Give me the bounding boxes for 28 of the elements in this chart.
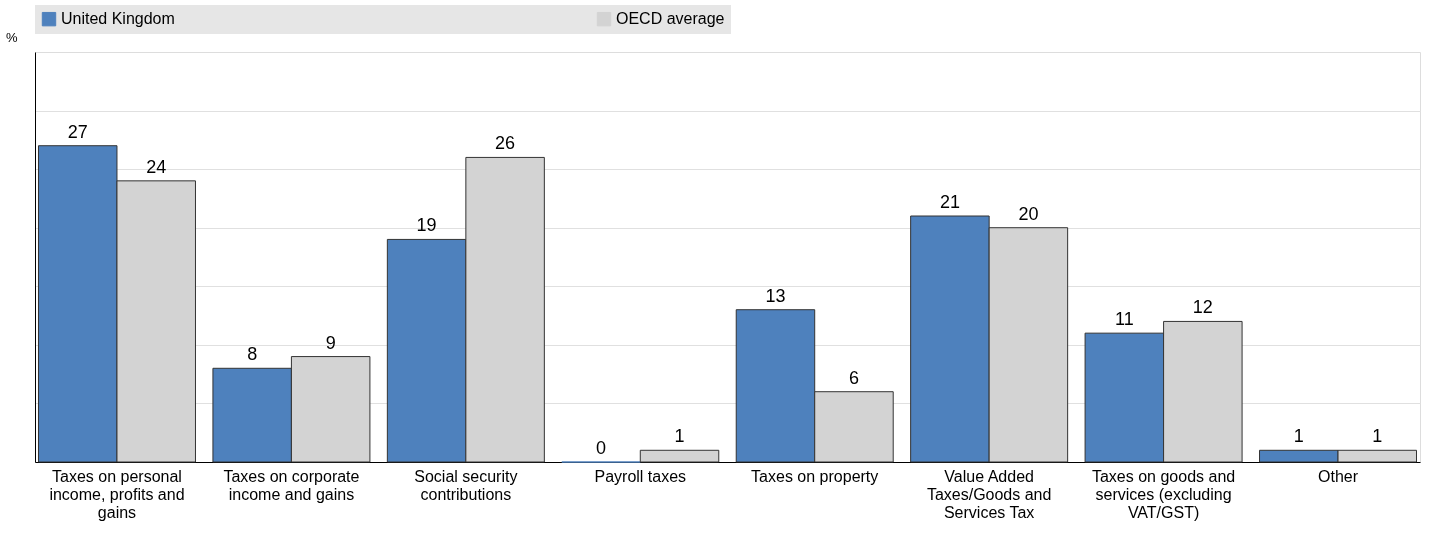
- bar: [639, 449, 720, 463]
- data-label: 26: [495, 133, 516, 154]
- data-label: 24: [146, 156, 167, 177]
- data-label: 6: [848, 367, 859, 388]
- data-label: 19: [416, 215, 437, 236]
- data-label: 8: [247, 344, 258, 365]
- data-label: 1: [674, 426, 685, 447]
- x-tick-label: Other: [1318, 467, 1359, 485]
- legend-label: United Kingdom: [61, 10, 175, 28]
- x-tick-label: Taxes on goods and services (excluding VAT/GST): [1091, 467, 1236, 521]
- x-tick-label: Taxes on property: [751, 467, 879, 485]
- data-label: 12: [1192, 297, 1213, 318]
- data-label: 1: [1293, 426, 1304, 447]
- data-label: 20: [1018, 203, 1039, 224]
- x-tick-label: Taxes on corporate income and gains: [223, 467, 360, 503]
- legend-label: OECD average: [616, 10, 725, 28]
- data-label: 11: [1114, 309, 1134, 330]
- data-label: 13: [765, 285, 786, 306]
- x-tick-label: Value Added Taxes/Goods and Services Tax: [926, 467, 1052, 521]
- x-tick-label: Payroll taxes: [594, 467, 687, 485]
- data-label: 21: [939, 192, 960, 212]
- x-tick-label: Taxes on personal income, profits and gains: [49, 467, 185, 521]
- data-label: 27: [67, 121, 88, 142]
- y-axis-title: %: [5, 29, 18, 45]
- data-label: 0: [596, 438, 607, 458]
- x-tick-label: Social security contributions: [414, 467, 518, 503]
- data-label: 9: [325, 332, 336, 353]
- data-label: 1: [1372, 426, 1383, 447]
